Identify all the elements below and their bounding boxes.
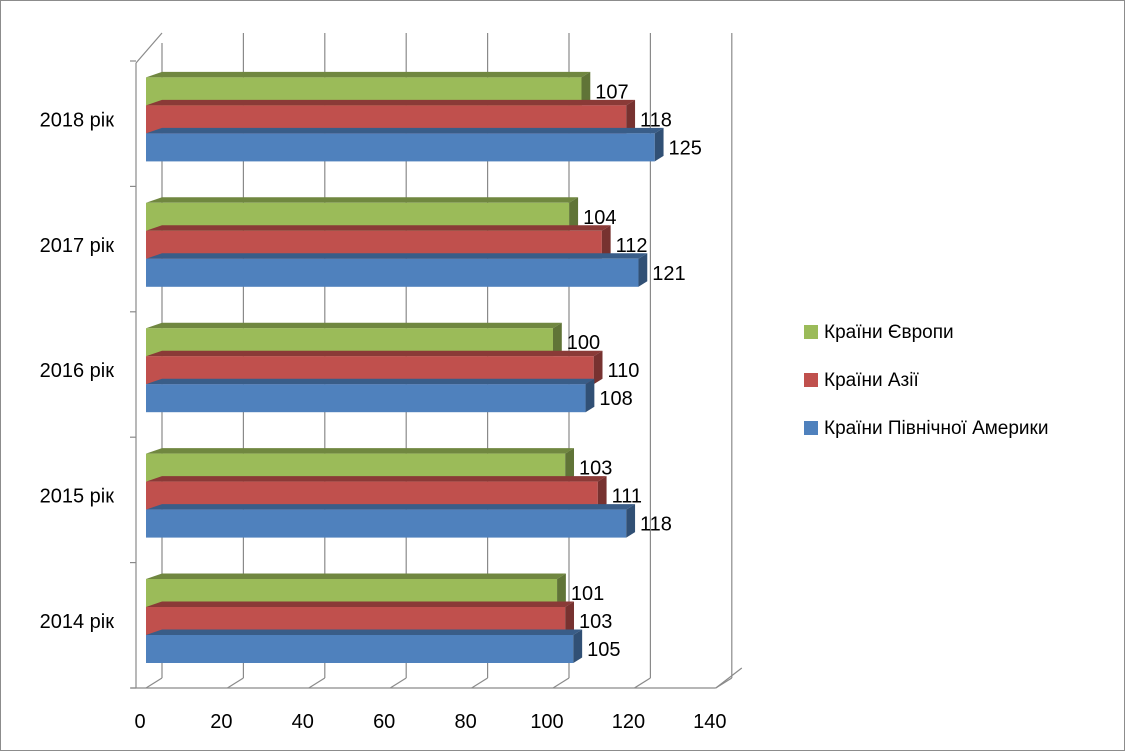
data-label: 105 — [587, 639, 620, 661]
floor-gridline — [145, 677, 163, 689]
legend-entry: Країни Північної Америки — [824, 418, 1048, 439]
category-label: 2014 рік — [40, 611, 115, 633]
bar-end-face — [626, 504, 636, 538]
bar-end-face — [581, 71, 591, 106]
bar-end-face — [565, 601, 575, 635]
floor-gridline — [308, 677, 326, 689]
bar-top-face — [146, 253, 648, 259]
floor-gridline — [634, 677, 651, 689]
category-label: 2018 рік — [40, 109, 115, 131]
legend-swatch — [804, 325, 818, 339]
bar-end-face — [638, 253, 648, 287]
bar — [146, 635, 574, 663]
legend-entry: Країни Європи — [824, 322, 954, 343]
x-tick-label: 20 — [210, 711, 232, 733]
x-tick-label: 120 — [612, 711, 645, 733]
bar-top-face — [146, 476, 607, 482]
bar-end-face — [654, 127, 664, 162]
bar-top-face — [146, 629, 583, 635]
data-label: 118 — [640, 514, 672, 536]
data-label: 112 — [616, 235, 648, 257]
bar-top-face — [146, 197, 579, 203]
floor-right-edge — [715, 667, 743, 689]
data-label: 107 — [595, 81, 628, 103]
bar-top-face — [146, 99, 636, 106]
bar-end-face — [573, 629, 583, 663]
floor-gridline — [471, 677, 488, 689]
bar-top-face — [146, 573, 566, 579]
x-tick-label: 60 — [373, 711, 395, 733]
bar-top-face — [146, 322, 562, 329]
bar-end-face — [585, 378, 595, 413]
bar-end-face — [593, 350, 603, 385]
bar — [146, 258, 639, 287]
bar-end-face — [597, 476, 607, 510]
bar — [146, 133, 655, 162]
bar-end-face — [569, 197, 579, 231]
bar-end-face — [626, 99, 636, 134]
data-label: 103 — [579, 611, 612, 633]
bar — [146, 384, 586, 413]
bar-end-face — [553, 322, 562, 357]
data-label: 110 — [608, 360, 640, 382]
bar — [146, 509, 627, 538]
floor-gridline — [227, 677, 244, 689]
floor-gridline — [389, 677, 407, 689]
x-tick-label: 0 — [134, 711, 145, 733]
data-label: 118 — [640, 109, 672, 131]
side-wall-top-edge — [135, 32, 163, 64]
x-tick-label: 140 — [693, 711, 726, 733]
bar-top-face — [146, 127, 664, 134]
legend-swatch — [804, 373, 818, 387]
bar-top-face — [146, 378, 595, 385]
bar-top-face — [146, 350, 603, 357]
x-tick-label: 80 — [454, 711, 476, 733]
legend-entry: Країни Азії — [824, 370, 919, 391]
bar-top-face — [146, 71, 591, 78]
data-label: 100 — [567, 332, 600, 354]
x-tick-label: 40 — [292, 711, 314, 733]
data-label: 103 — [579, 458, 612, 480]
data-label: 104 — [583, 207, 616, 229]
data-label: 108 — [599, 388, 632, 410]
x-tick-label: 100 — [530, 711, 563, 733]
data-label: 101 — [571, 583, 604, 605]
legend-swatch — [804, 421, 818, 435]
bar-end-face — [557, 573, 566, 607]
data-label: 121 — [652, 263, 685, 285]
category-label: 2015 рік — [40, 486, 115, 508]
bar-end-face — [601, 225, 611, 259]
bar-top-face — [146, 601, 575, 607]
floor-gridline — [552, 677, 570, 689]
data-label: 125 — [669, 137, 702, 159]
data-label: 111 — [612, 486, 642, 508]
bar-top-face — [146, 504, 636, 510]
category-label: 2017 рік — [40, 235, 115, 257]
bar-end-face — [565, 448, 575, 482]
bar-top-face — [146, 448, 575, 454]
category-label: 2016 рік — [40, 360, 115, 382]
bar-top-face — [146, 225, 611, 231]
